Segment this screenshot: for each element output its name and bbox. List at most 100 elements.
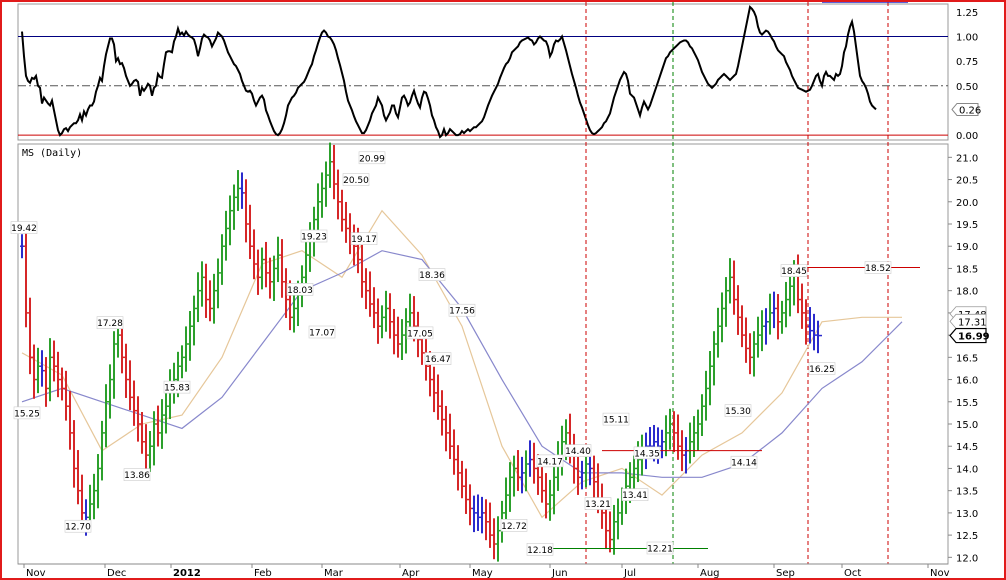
price-bar <box>20 234 24 259</box>
price-bar <box>700 394 704 436</box>
price-bar <box>444 405 448 452</box>
price-tick-label: 20.0 <box>956 198 978 209</box>
price-annotation: 15.11 <box>602 412 630 426</box>
price-annotation: 12.72 <box>500 519 528 532</box>
price-bar <box>472 495 476 533</box>
price-tick-label: 18.0 <box>956 287 978 298</box>
price-bar <box>360 243 364 298</box>
price-labels: 19.42 15.25 17.28 12.70 13.86 15.83 19.23 18.03… <box>10 151 892 556</box>
price-bar <box>552 464 556 515</box>
price-bar <box>664 415 668 457</box>
price-bar <box>152 411 156 466</box>
price-annotation: 16.25 <box>808 362 836 375</box>
price-bar <box>256 249 260 295</box>
price-bar <box>760 310 764 352</box>
price-annotation-text: 14.17 <box>537 457 563 467</box>
price-annotation-box <box>602 412 630 426</box>
price-bar <box>548 479 552 521</box>
price-tick-label: 12.0 <box>956 553 978 564</box>
price-bar <box>580 460 584 490</box>
price-bar <box>268 257 272 299</box>
price-annotation-text: 17.28 <box>97 319 123 329</box>
price-bar <box>136 396 140 442</box>
price-bar <box>228 195 232 246</box>
price-tick-label: 19.0 <box>956 242 978 253</box>
price-annotation: 14.14 <box>730 455 758 469</box>
price-annotation-box <box>13 406 41 420</box>
price-annotation-text: 13.41 <box>622 491 648 501</box>
price-bar <box>404 308 408 354</box>
price-bar <box>812 313 816 351</box>
x-tick-label: Feb <box>254 568 272 578</box>
price-bar <box>388 293 392 339</box>
price-annotation-box <box>300 229 328 243</box>
price-annotation-box <box>406 326 434 340</box>
price-bar <box>704 370 708 421</box>
price-annotation: 14.17 <box>536 454 564 467</box>
price-bar <box>68 391 72 450</box>
price-bar <box>200 261 204 307</box>
oscillator-reference-lines <box>18 36 948 136</box>
price-bar <box>216 258 220 309</box>
price-bar <box>484 499 488 541</box>
price-bar <box>60 367 64 401</box>
price-bar <box>736 285 740 335</box>
oscillator-tick-label: 0.50 <box>956 82 978 93</box>
oscillator-tick-label: 1.00 <box>956 33 978 44</box>
price-bar <box>244 179 248 243</box>
price-bar <box>208 280 212 322</box>
price-bar <box>768 293 772 335</box>
price-bar <box>140 412 144 454</box>
price-bar <box>28 297 32 375</box>
x-tick-label: Jul <box>623 568 636 578</box>
x-tick-label: Mar <box>324 568 344 578</box>
price-bar <box>544 473 548 519</box>
oscillator-last-value: 0.26 <box>951 102 981 116</box>
price-annotation: 17.05 <box>406 326 434 340</box>
price-annotation-box <box>64 519 92 533</box>
price-annotation: 18.03 <box>286 283 314 296</box>
oscillator-tick-label: 0.00 <box>956 131 978 142</box>
price-bar <box>56 351 60 398</box>
price-bar <box>468 484 472 526</box>
x-tick-label: May <box>472 568 493 578</box>
price-bar <box>192 295 196 346</box>
price-bar <box>748 333 752 375</box>
price-annotation-text: 18.52 <box>865 264 891 274</box>
price-bar <box>740 305 744 348</box>
price-bar <box>764 308 768 345</box>
price-plot-area <box>17 143 949 565</box>
price-annotation-text: 12.21 <box>647 545 673 555</box>
price-bar <box>776 294 780 340</box>
price-tick-label: 14.5 <box>956 442 978 453</box>
price-bar <box>452 429 456 475</box>
price-annotation-box <box>308 325 336 339</box>
oscillator-y-axis: 1.251.000.750.500.250.00 <box>956 8 978 142</box>
last-price-tag: 16.99 <box>949 327 990 344</box>
price-annotation-box <box>500 519 528 532</box>
price-bar <box>24 228 28 328</box>
x-tick-label: Aug <box>700 568 720 578</box>
price-annotation-text: 16.47 <box>425 355 451 365</box>
price-bar <box>204 263 208 318</box>
price-annotation: 14.35 <box>633 446 661 459</box>
price-annotation-box <box>342 173 370 186</box>
price-annotation-text: 15.30 <box>725 407 751 417</box>
price-bar <box>672 411 676 453</box>
price-bar <box>52 340 56 382</box>
price-annotation-box <box>526 543 554 556</box>
price-bar <box>164 392 168 434</box>
price-bar <box>72 420 76 488</box>
price-bar <box>344 201 348 243</box>
price-bar <box>180 345 184 379</box>
price-annotation-box <box>358 151 386 165</box>
price-tick-label: 12.5 <box>956 531 978 542</box>
price-annotation-text: 19.23 <box>301 233 327 243</box>
chart-title: MS (Daily) <box>22 148 82 159</box>
price-annotation-text: 15.83 <box>164 384 190 394</box>
price-annotation-box <box>418 268 446 281</box>
price-annotation-text: 15.25 <box>14 409 40 419</box>
price-bar <box>156 405 160 447</box>
price-bar <box>396 316 400 358</box>
